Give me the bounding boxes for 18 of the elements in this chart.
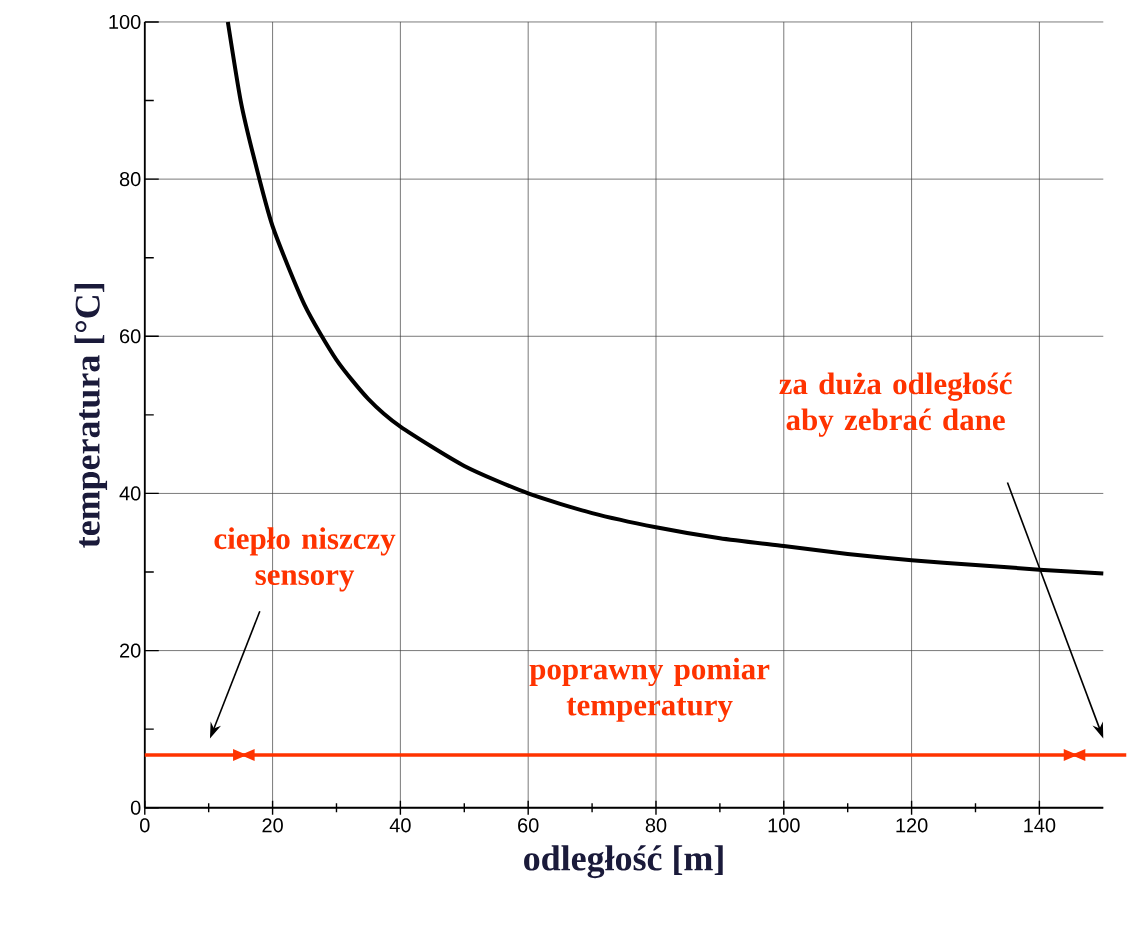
annotation: poprawny pomiar temperatury	[529, 658, 770, 723]
annotation: ciepło niszczy sensory	[214, 527, 396, 592]
y-tick-label: 60	[120, 329, 141, 344]
x-axis-title: odległość [m]	[524, 845, 723, 879]
y-tick-label: 0	[130, 800, 141, 816]
x-tick-label: 100	[768, 818, 800, 833]
y-axis-title: temperatura [°C]	[74, 284, 108, 548]
x-tick-label: 80	[645, 818, 667, 833]
annotation: za duża odległość aby zebrać dane	[779, 372, 1012, 437]
x-tick-label: 140	[1024, 818, 1056, 833]
x-tick-label: 60	[518, 818, 539, 833]
y-tick-label: 80	[119, 172, 141, 187]
x-tick-label: 120	[896, 818, 928, 833]
y-tick-label: 20	[120, 643, 141, 658]
x-tick-label: 40	[389, 818, 411, 833]
x-tick-label: 20	[262, 818, 283, 833]
y-tick-label: 40	[119, 486, 141, 501]
y-tick-label: 100	[109, 15, 141, 30]
